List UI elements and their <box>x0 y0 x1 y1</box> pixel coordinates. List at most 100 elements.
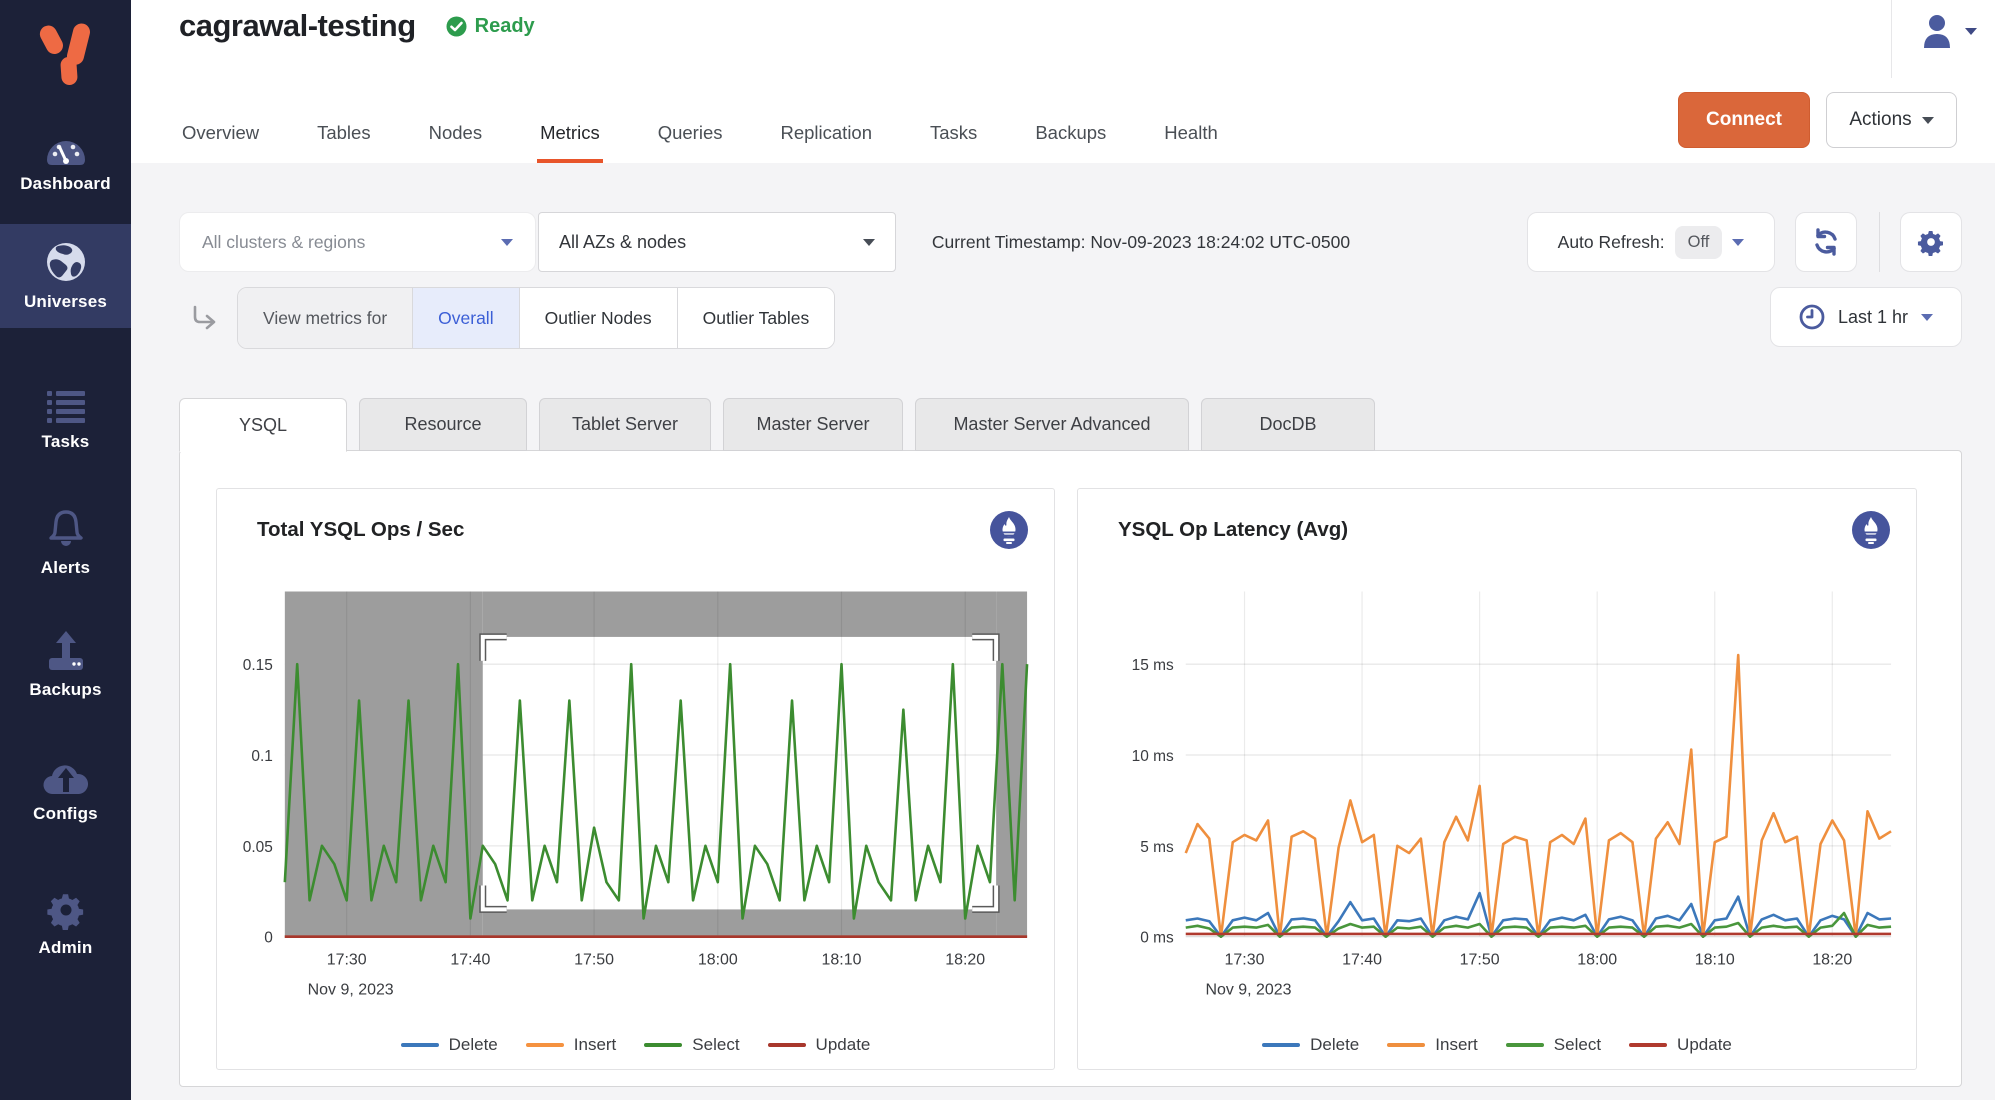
ysql-latency-chart[interactable]: 0 ms 5 ms 10 ms 15 ms 17:30 17:40 17:50 18:00 18… <box>1078 585 1916 1015</box>
metric-tab-tablet-server[interactable]: Tablet Server <box>539 398 711 451</box>
tab-overview[interactable]: Overview <box>182 122 260 143</box>
svg-text:18:20: 18:20 <box>1812 952 1852 969</box>
metric-tab-docdb[interactable]: DocDB <box>1201 398 1375 451</box>
legend-update[interactable]: Update <box>1629 1035 1732 1055</box>
yugabyte-logo[interactable] <box>37 12 95 96</box>
svg-text:17:50: 17:50 <box>1460 952 1500 969</box>
sidebar-item-universes[interactable]: Universes <box>0 224 131 328</box>
view-metrics-label: View metrics for <box>238 288 414 348</box>
legend-delete[interactable]: Delete <box>1262 1035 1359 1055</box>
az-nodes-dropdown[interactable]: All AZs & nodes <box>538 212 896 272</box>
caret-down-icon <box>1921 116 1934 124</box>
sidebar-item-label: Tasks <box>41 432 90 451</box>
actions-button[interactable]: Actions <box>1826 92 1957 148</box>
prometheus-icon[interactable] <box>1852 511 1890 549</box>
globe-icon <box>0 238 131 284</box>
tab-queries[interactable]: Queries <box>657 122 723 143</box>
caret-down-icon <box>501 238 513 246</box>
caret-down-icon <box>1732 238 1745 246</box>
status-text: Ready <box>474 14 535 37</box>
prometheus-icon[interactable] <box>990 511 1028 549</box>
svg-text:Nov 9, 2023: Nov 9, 2023 <box>1205 982 1291 999</box>
sidebar-item-configs[interactable]: Configs <box>0 736 131 840</box>
metric-tab-resource[interactable]: Resource <box>359 398 527 451</box>
view-metrics-outlier-tables[interactable]: Outlier Tables <box>677 288 835 348</box>
metric-tab-master-server-advanced[interactable]: Master Server Advanced <box>915 398 1189 451</box>
sidebar-item-alerts[interactable]: Alerts <box>0 490 131 594</box>
tab-nodes[interactable]: Nodes <box>428 122 483 143</box>
svg-text:Nov 9, 2023: Nov 9, 2023 <box>308 982 394 999</box>
clock-icon <box>1799 304 1825 330</box>
time-range-value: Last 1 hr <box>1837 306 1909 327</box>
auto-refresh-dropdown[interactable]: Auto Refresh: Off <box>1527 212 1775 272</box>
svg-text:17:40: 17:40 <box>1342 952 1382 969</box>
yugabyte-logo-icon <box>39 23 90 85</box>
current-timestamp: Current Timestamp: Nov-09-2023 18:24:02 … <box>931 232 1351 252</box>
metrics-settings-button[interactable] <box>1900 212 1962 272</box>
sidebar-item-tasks[interactable]: Tasks <box>0 364 131 468</box>
sidebar-item-dashboard[interactable]: Dashboard <box>0 106 131 210</box>
svg-text:0 ms: 0 ms <box>1140 930 1174 947</box>
metrics-content: All clusters & regions All AZs & nodes C… <box>131 163 1995 1100</box>
auto-refresh-label: Auto Refresh: <box>1557 231 1665 252</box>
svg-text:18:10: 18:10 <box>1695 952 1735 969</box>
metric-tab-master-server[interactable]: Master Server <box>723 398 903 451</box>
toolbar-divider <box>1879 212 1880 272</box>
backup-upload-icon <box>0 626 131 672</box>
sidebar-item-label: Configs <box>33 804 98 823</box>
view-metrics-overall[interactable]: Overall <box>413 288 520 348</box>
auto-refresh-value: Off <box>1674 225 1723 259</box>
legend-update[interactable]: Update <box>767 1035 870 1055</box>
ysql-ops-chart[interactable]: 0 0.05 0.1 0.15 17:30 17:40 17:50 18:00 18:10 18:… <box>217 585 1054 1015</box>
chart-legend: Delete Insert Select Update <box>217 1035 1054 1055</box>
chart-card-ysql-op-latency: YSQL Op Latency (Avg) 0 ms 5 ms 10 ms 15 ms… <box>1077 488 1917 1070</box>
refresh-button[interactable] <box>1795 212 1857 272</box>
svg-text:18:00: 18:00 <box>1577 952 1617 969</box>
connect-button[interactable]: Connect <box>1678 92 1810 148</box>
caret-down-icon <box>1921 313 1934 321</box>
metric-tab-ysql[interactable]: YSQL <box>179 398 347 452</box>
svg-text:17:40: 17:40 <box>450 952 490 969</box>
cloud-upload-icon <box>0 750 131 796</box>
tab-replication[interactable]: Replication <box>780 122 873 143</box>
svg-text:0: 0 <box>264 930 273 947</box>
chart-title: Total YSQL Ops / Sec <box>257 518 465 541</box>
actions-label: Actions <box>1849 109 1912 130</box>
legend-delete[interactable]: Delete <box>400 1035 498 1055</box>
tab-tasks[interactable]: Tasks <box>930 122 978 143</box>
legend-insert[interactable]: Insert <box>1387 1035 1478 1055</box>
tab-backups[interactable]: Backups <box>1035 122 1107 143</box>
legend-insert[interactable]: Insert <box>525 1035 616 1055</box>
view-metrics-row: View metrics for Overall Outlier Nodes O… <box>191 287 836 349</box>
sidebar-item-admin[interactable]: Admin <box>0 870 131 974</box>
svg-text:18:20: 18:20 <box>945 952 985 969</box>
legend-select[interactable]: Select <box>644 1035 740 1055</box>
legend-select[interactable]: Select <box>1505 1035 1601 1055</box>
status-badge: Ready <box>446 15 535 38</box>
return-arrow-icon <box>193 305 216 330</box>
gear-icon <box>0 884 131 930</box>
chart-card-total-ysql-ops: Total YSQL Ops / Sec 0 0.05 0.1 0.15 17:30 17… <box>216 488 1055 1070</box>
tab-metrics[interactable]: Metrics <box>537 122 603 163</box>
sidebar-item-backups[interactable]: Backups <box>0 612 131 716</box>
view-metrics-outlier-nodes[interactable]: Outlier Nodes <box>519 288 678 348</box>
svg-text:17:30: 17:30 <box>1225 952 1265 969</box>
svg-text:0.05: 0.05 <box>243 839 273 856</box>
sidebar: Dashboard Universes Tasks Alerts Backups <box>0 0 131 1100</box>
metric-group-tabs: YSQL Resource Tablet Server Master Serve… <box>179 398 1375 452</box>
clusters-regions-dropdown[interactable]: All clusters & regions <box>179 212 536 272</box>
time-range-dropdown[interactable]: Last 1 hr <box>1770 287 1962 347</box>
tab-tables[interactable]: Tables <box>317 122 371 143</box>
settings-gear-icon <box>1917 230 1944 256</box>
svg-text:15 ms: 15 ms <box>1132 657 1174 674</box>
svg-text:5 ms: 5 ms <box>1140 839 1174 856</box>
clusters-regions-value: All clusters & regions <box>202 231 366 252</box>
sidebar-item-label: Backups <box>29 680 102 699</box>
svg-text:18:10: 18:10 <box>822 952 862 969</box>
tab-health[interactable]: Health <box>1164 122 1218 143</box>
sidebar-item-label: Universes <box>23 292 108 311</box>
user-menu[interactable] <box>1921 14 1977 48</box>
task-list-icon <box>0 378 131 424</box>
bell-icon <box>0 504 131 550</box>
